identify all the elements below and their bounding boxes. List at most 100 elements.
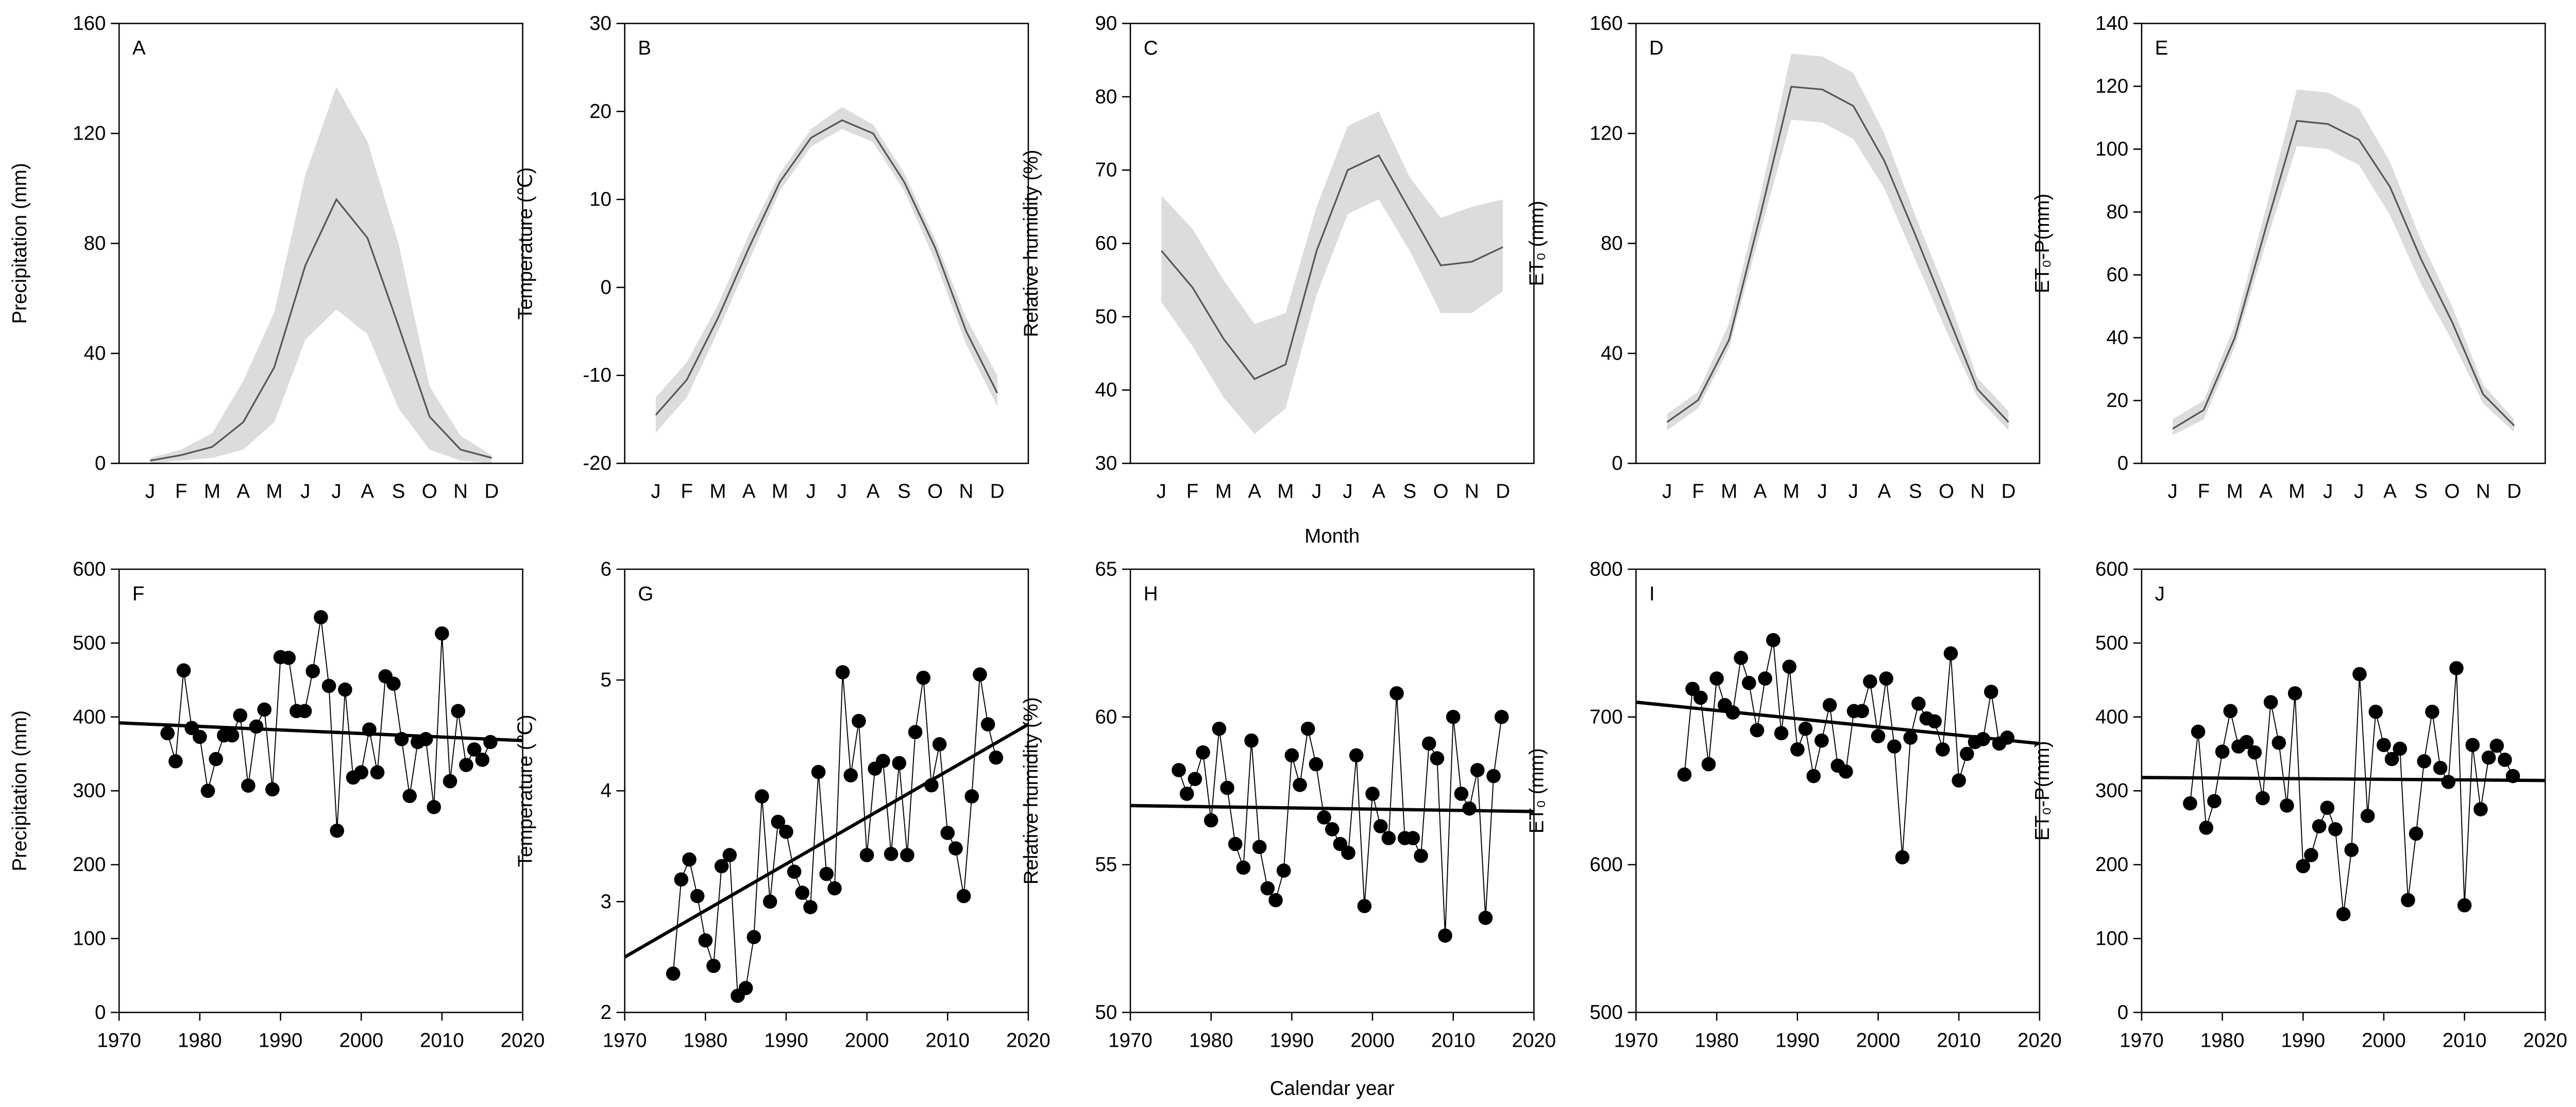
data-point [964, 789, 979, 804]
y-tick-label: 600 [73, 558, 106, 580]
y-tick-label: 70 [1095, 159, 1117, 181]
y-tick-label: 6 [600, 558, 611, 580]
data-point [1936, 742, 1950, 757]
y-tick-label: 80 [2106, 201, 2128, 223]
data-point [1927, 714, 1942, 729]
x-tick-label: 2000 [845, 1029, 889, 1051]
panel-label: D [1649, 37, 1664, 59]
series-line [1684, 640, 2008, 858]
x-tick-label: D [2002, 481, 2016, 503]
mean-line [655, 119, 998, 416]
x-tick-label: 2020 [1006, 1029, 1050, 1051]
data-point [1798, 721, 1813, 736]
data-point [160, 726, 175, 741]
data-point [1421, 736, 1436, 751]
y-tick-label: 20 [589, 100, 612, 123]
x-tick-label: J [1312, 481, 1321, 503]
y-tick-label: 300 [73, 780, 106, 802]
y-tick-label: 90 [1095, 12, 1117, 35]
data-point [892, 756, 907, 771]
data-point [1317, 810, 1331, 825]
x-tick-label: J [2168, 481, 2178, 503]
data-point [1741, 676, 1756, 690]
data-point [827, 881, 842, 896]
data-point [354, 765, 368, 780]
data-point [2247, 745, 2262, 760]
data-point [803, 900, 818, 914]
data-point [1260, 881, 1275, 896]
data-point [1725, 705, 1740, 720]
data-point [2239, 735, 2254, 750]
y-tick-label: 50 [1095, 1001, 1117, 1024]
x-tick-label: O [422, 481, 437, 503]
series-line [1178, 693, 1502, 936]
data-point [402, 789, 417, 804]
data-point [1365, 787, 1380, 801]
x-tick-label: S [392, 481, 405, 503]
data-point [2256, 791, 2270, 806]
y-tick-label: 30 [1095, 452, 1117, 474]
data-point [1494, 709, 1509, 724]
data-point [1220, 780, 1234, 795]
y-tick-label: 50 [1095, 305, 1117, 328]
x-tick-label: 1980 [1694, 1029, 1739, 1051]
panel-label: B [638, 37, 651, 59]
data-point [1252, 840, 1267, 854]
data-point [714, 859, 729, 874]
y-axis-label: ET₀-P(mm) [2031, 194, 2054, 294]
data-point [2457, 898, 2472, 913]
y-tick-label: 0 [2117, 452, 2128, 474]
plot-frame [1129, 568, 1535, 1013]
data-point [900, 848, 914, 862]
data-point [666, 966, 681, 981]
data-point [876, 754, 890, 768]
data-point [1204, 813, 1218, 828]
x-tick-label: D [1496, 481, 1510, 503]
data-point [418, 732, 433, 746]
data-point [1349, 748, 1364, 763]
data-point [475, 753, 489, 767]
x-tick-label: J [1817, 481, 1827, 503]
data-point [1341, 845, 1355, 860]
data-point [811, 764, 826, 779]
data-point [2481, 750, 2496, 765]
band [655, 107, 997, 433]
data-point [1839, 764, 1853, 779]
data-point [980, 717, 995, 731]
data-point [2425, 704, 2439, 719]
data-point [884, 847, 899, 861]
mean-line [1666, 86, 2009, 423]
data-point [1943, 646, 1958, 661]
y-tick-label: 400 [2095, 706, 2128, 728]
y-tick-label: 80 [1095, 86, 1117, 108]
data-point [1855, 704, 1869, 719]
y-axis-label: Precipitation (mm) [9, 710, 31, 871]
y-tick-label: -20 [583, 452, 612, 474]
data-point [1887, 739, 1902, 754]
panel-label: F [132, 583, 145, 605]
y-tick-label: 100 [73, 928, 106, 950]
data-point [2409, 826, 2424, 841]
data-point [835, 665, 850, 679]
data-point [467, 742, 482, 757]
y-tick-label: 160 [1590, 12, 1623, 35]
data-point [2377, 738, 2391, 753]
x-tick-label: 1970 [2120, 1029, 2164, 1051]
y-tick-label: 60 [1095, 232, 1117, 254]
y-tick-label: 40 [2106, 327, 2128, 349]
data-point [2352, 667, 2367, 682]
x-tick-label: D [484, 481, 499, 503]
x-tick-label: F [2198, 481, 2210, 503]
x-tick-label: O [927, 481, 943, 503]
data-point [2296, 859, 2311, 874]
mean-line [150, 198, 492, 462]
y-tick-label: 65 [1095, 558, 1117, 580]
x-tick-label: 1980 [1189, 1029, 1233, 1051]
data-point [306, 664, 320, 678]
y-tick-label: 40 [84, 343, 106, 365]
y-tick-label: 200 [2095, 854, 2128, 876]
x-tick-label: 2010 [1431, 1029, 1476, 1051]
x-tick-label: J [806, 481, 816, 503]
x-tick-label: J [2354, 481, 2364, 503]
x-tick-label: A [361, 481, 374, 503]
